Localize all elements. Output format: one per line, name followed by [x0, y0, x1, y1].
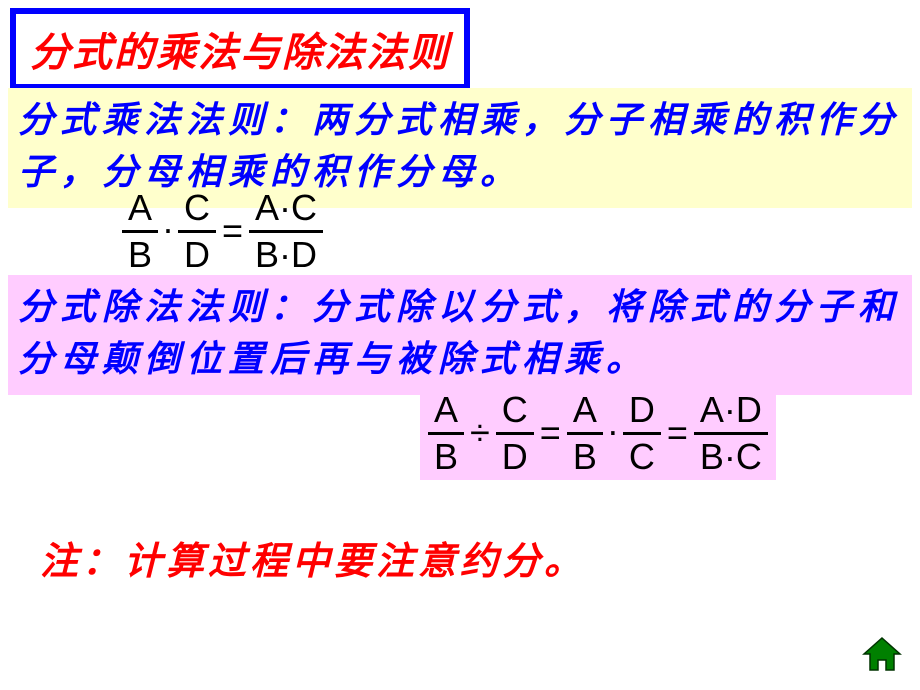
title-box: 分式的乘法与除法法则	[10, 8, 470, 90]
division-formula: A B ÷ C D = A B · D C = A·D B·C	[420, 390, 776, 480]
denominator: B·C	[694, 432, 768, 477]
fraction-ac-bd: A·C B·D	[249, 188, 323, 274]
fraction-ad-bc: A·D B·C	[694, 390, 768, 476]
numerator: A	[122, 188, 158, 230]
fraction-c-d: C D	[496, 390, 534, 476]
dot-operator: ·	[162, 211, 174, 247]
fraction-c-d: C D	[178, 188, 216, 274]
equals-sign: =	[540, 415, 561, 451]
denominator: B	[122, 230, 158, 275]
fraction-a-b: A B	[122, 188, 158, 274]
numerator: D	[623, 390, 661, 432]
numerator: C	[496, 390, 534, 432]
multiplication-rule-text: 分式乘法法则：两分式相乘，分子相乘的积作分子，分母相乘的积作分母。	[18, 94, 902, 198]
note-text: 注：计算过程中要注意约分。	[40, 530, 586, 585]
denominator: B·D	[249, 230, 323, 275]
division-rule-box: 分式除法法则：分式除以分式，将除式的分子和分母颠倒位置后再与被除式相乘。	[8, 275, 912, 395]
denominator: D	[496, 432, 534, 477]
home-icon[interactable]	[862, 636, 902, 672]
denominator: D	[178, 230, 216, 275]
multiplication-formula: A B · C D = A·C B·D	[120, 188, 325, 274]
denominator: B	[428, 432, 464, 477]
numerator: A	[428, 390, 464, 432]
numerator: C	[178, 188, 216, 230]
fraction-a-b: A B	[428, 390, 464, 476]
numerator: A·D	[694, 390, 768, 432]
denominator: C	[623, 432, 661, 477]
division-rule-text: 分式除法法则：分式除以分式，将除式的分子和分母颠倒位置后再与被除式相乘。	[18, 281, 902, 385]
fraction-d-c: D C	[623, 390, 661, 476]
page-title: 分式的乘法与除法法则	[30, 20, 450, 78]
fraction-a-b-2: A B	[567, 390, 603, 476]
denominator: B	[567, 432, 603, 477]
dot-operator: ·	[607, 413, 619, 449]
divide-operator: ÷	[470, 415, 490, 451]
equals-sign: =	[667, 415, 688, 451]
numerator: A	[567, 390, 603, 432]
equals-sign: =	[222, 213, 243, 249]
numerator: A·C	[249, 188, 323, 230]
